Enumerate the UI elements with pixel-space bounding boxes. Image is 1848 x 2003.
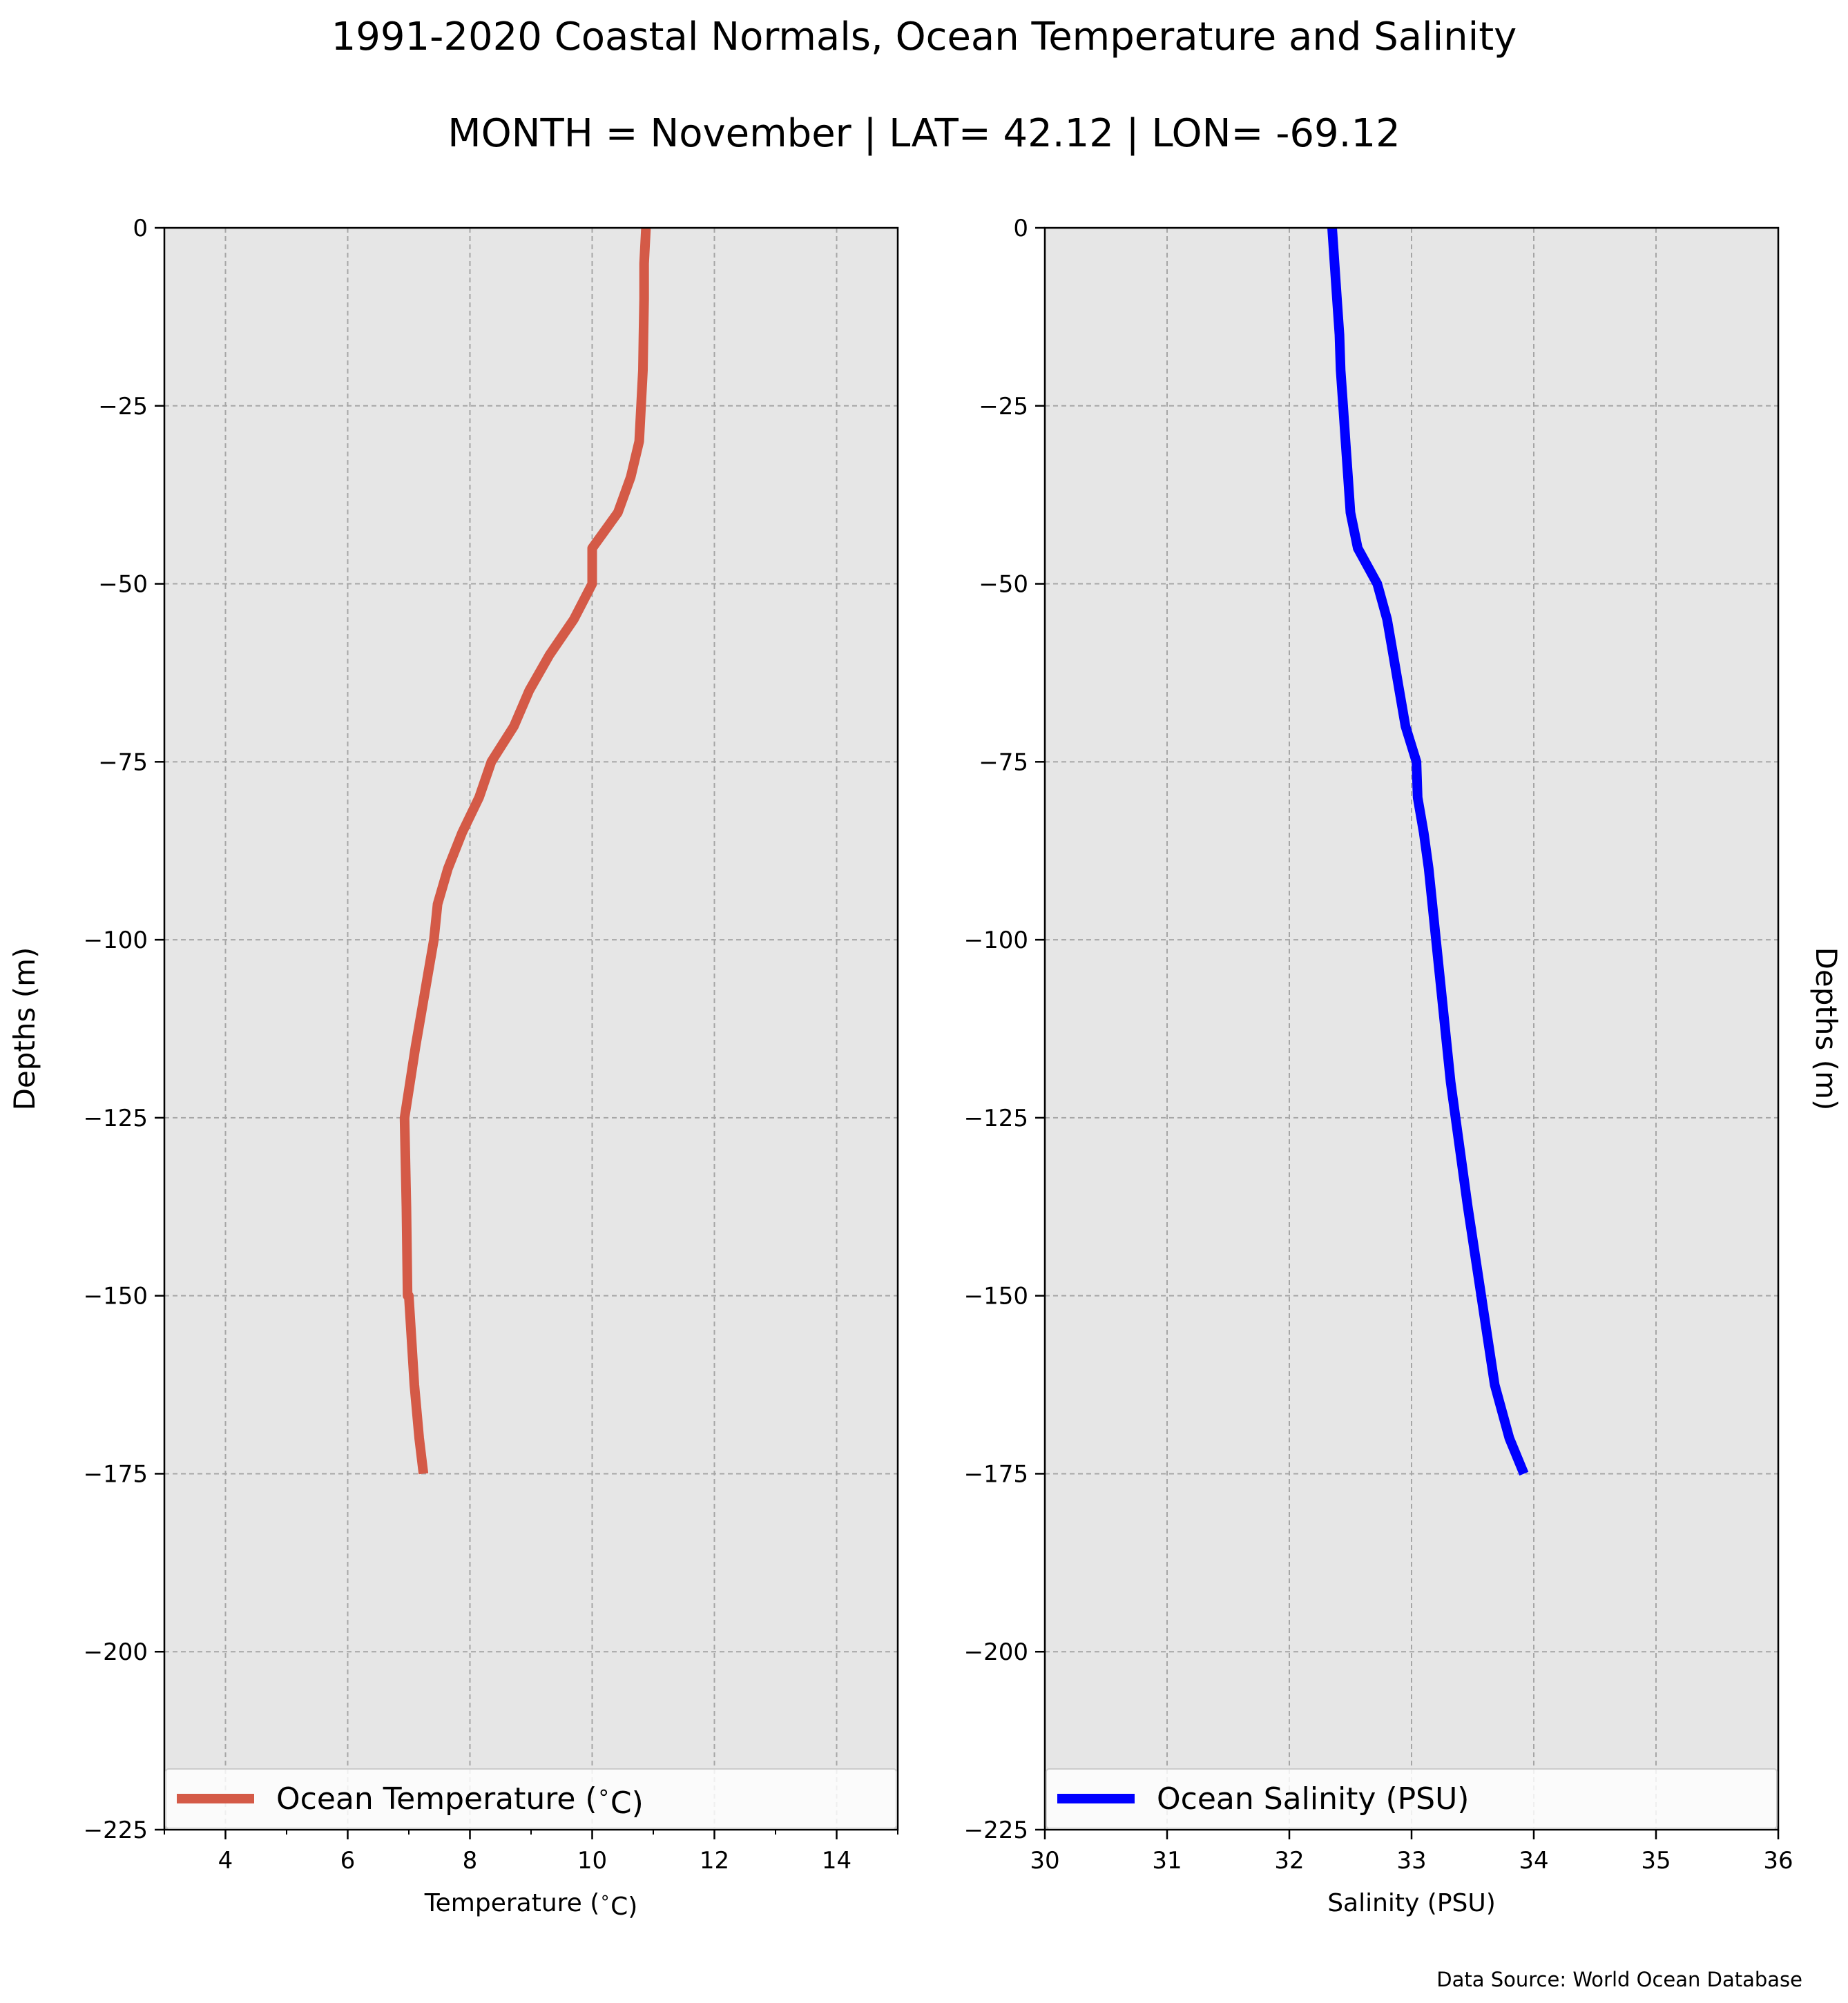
salinity-ytick-label: 0 — [1013, 215, 1028, 242]
temperature-ytick-label: −150 — [84, 1283, 148, 1310]
temperature-ytick-label: −75 — [98, 748, 148, 776]
temperature-series-line — [399, 227, 651, 1475]
temperature-legend-label: Ocean Temperature (∘C) — [276, 1780, 644, 1821]
salinity-legend: Ocean Salinity (PSU) — [1046, 1768, 1778, 1829]
temperature-panel: 4 6 8 10 12 14 0 −25 −50 −75 −100 −125 −150 −175 −200 −… — [8, 215, 899, 1921]
salinity-ytick-label: −150 — [964, 1283, 1028, 1310]
figure-subtitle: MONTH = November | LAT= 42.12 | LON= -69… — [447, 111, 1401, 156]
salinity-yaxis-label: Depths (m) — [1809, 947, 1843, 1111]
temperature-yaxis-label: Depths (m) — [8, 947, 41, 1111]
salinity-xtick-label: 32 — [1274, 1847, 1304, 1875]
temperature-ytick-label: −175 — [84, 1460, 148, 1488]
salinity-xtick-label: 36 — [1763, 1847, 1793, 1875]
temperature-xtick-label: 14 — [822, 1847, 851, 1875]
salinity-panel: 30 31 32 33 34 35 36 0 −25 −50 −75 −100 −125 −150 −175… — [964, 215, 1843, 1917]
temperature-legend: Ocean Temperature (∘C) — [165, 1768, 897, 1829]
temperature-ytick-label: −200 — [84, 1638, 148, 1666]
temperature-xaxis-label: Temperature (∘C) — [424, 1888, 638, 1921]
salinity-legend-label: Ocean Salinity (PSU) — [1157, 1781, 1469, 1817]
salinity-xtick-label: 35 — [1641, 1847, 1671, 1875]
salinity-xtick-label: 30 — [1030, 1847, 1059, 1875]
salinity-series-line — [1327, 227, 1529, 1476]
temperature-xtick-label: 10 — [577, 1847, 607, 1875]
salinity-ytick-label: −125 — [964, 1105, 1028, 1132]
salinity-legend-box — [1046, 1768, 1778, 1829]
temperature-xtick-label: 6 — [340, 1847, 356, 1875]
temperature-xtick-label: 4 — [218, 1847, 233, 1875]
temperature-ytick-label: −225 — [84, 1817, 148, 1844]
temperature-plot-area — [164, 228, 898, 1830]
salinity-xtick-label: 31 — [1152, 1847, 1182, 1875]
temperature-ytick-label: −125 — [84, 1105, 148, 1132]
salinity-xtick-label: 34 — [1519, 1847, 1548, 1875]
salinity-ytick-label: −25 — [979, 393, 1028, 420]
temperature-ytick-label: −100 — [84, 927, 148, 954]
salinity-ytick-label: −100 — [964, 927, 1028, 954]
salinity-ytick-label: −200 — [964, 1638, 1028, 1666]
salinity-ytick-label: −75 — [979, 748, 1028, 776]
data-source-note: Data Source: World Ocean Database — [1436, 1968, 1802, 1991]
temperature-xtick-label: 12 — [700, 1847, 729, 1875]
salinity-ytick-label: −50 — [979, 571, 1028, 599]
temperature-ytick-label: −50 — [98, 571, 148, 599]
salinity-ytick-label: −225 — [964, 1817, 1028, 1844]
salinity-xtick-label: 33 — [1396, 1847, 1426, 1875]
temperature-ytick-label: 0 — [133, 215, 148, 242]
salinity-xaxis-label: Salinity (PSU) — [1327, 1889, 1496, 1917]
temperature-xtick-label: 8 — [463, 1847, 478, 1875]
figure-title: 1991-2020 Coastal Normals, Ocean Tempera… — [331, 14, 1517, 59]
salinity-ytick-label: −175 — [964, 1460, 1028, 1488]
temperature-ytick-label: −25 — [98, 393, 148, 420]
temperature-legend-box — [165, 1768, 897, 1829]
